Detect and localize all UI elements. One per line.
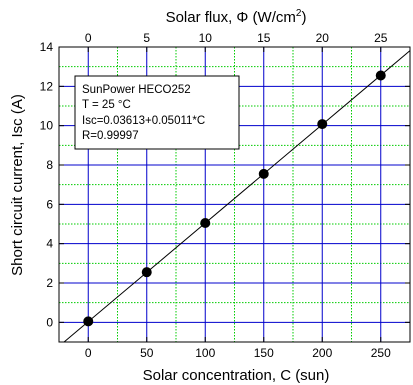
top-axis-title-close: ) <box>301 9 306 26</box>
data-point <box>141 267 152 278</box>
legend-line-3: Isc=0.03613+0.05011*C <box>82 115 205 127</box>
x-tick-label: 250 <box>371 346 391 360</box>
top-axis-title-sup: 2 <box>296 8 302 19</box>
top-axis-title: Solar flux, Φ (W/cm2) <box>166 8 307 26</box>
top-tick-label: 15 <box>257 31 271 45</box>
y-tick-label: 0 <box>46 315 53 329</box>
top-tick-label: 10 <box>199 31 213 45</box>
fit-line <box>63 50 411 343</box>
x-tick-label: 100 <box>195 346 215 360</box>
legend-line-2: T = 25 °C <box>82 99 131 111</box>
y-tick-label: 8 <box>46 158 53 172</box>
x-tick-label: 0 <box>85 346 92 360</box>
legend: SunPower HECO252 T = 25 °C Isc=0.03613+0… <box>74 75 240 150</box>
data-point <box>317 119 328 130</box>
y-tick-label: 4 <box>46 237 53 251</box>
top-axis-title-base: Solar flux, Φ (W/cm <box>166 9 296 26</box>
y-tick-labels: 0 2 4 6 8 10 12 14 <box>40 40 54 329</box>
legend-line-1: SunPower HECO252 <box>82 84 191 96</box>
data-points <box>83 70 386 327</box>
legend-line-4: R=0.99997 <box>82 130 139 142</box>
top-tick-label: 25 <box>374 31 388 45</box>
y-tick-label: 14 <box>40 40 54 54</box>
top-tick-label: 5 <box>143 31 150 45</box>
data-point <box>83 316 94 327</box>
x-tick-label: 200 <box>312 346 332 360</box>
top-tick-label: 0 <box>85 31 92 45</box>
top-tick-labels: 0 5 10 15 20 25 <box>85 31 388 45</box>
x-tick-labels: 0 50 100 150 200 250 <box>85 346 391 360</box>
data-point <box>200 218 211 229</box>
top-tick-label: 20 <box>316 31 330 45</box>
data-point <box>258 168 269 179</box>
x-tick-label: 50 <box>140 346 154 360</box>
data-point <box>375 70 386 81</box>
x-tick-label: 150 <box>254 346 274 360</box>
y-tick-label: 10 <box>40 119 54 133</box>
axis-ticks <box>59 46 410 342</box>
y-tick-label: 6 <box>46 197 53 211</box>
legend-box <box>74 75 240 150</box>
plot-frame <box>58 46 411 343</box>
x-axis-title: Solar concentration, C (sun) <box>143 367 330 384</box>
y-tick-label: 2 <box>46 276 53 290</box>
y-tick-label: 12 <box>40 79 54 93</box>
y-axis-title: Short circuit current, Isc (A) <box>9 94 26 276</box>
